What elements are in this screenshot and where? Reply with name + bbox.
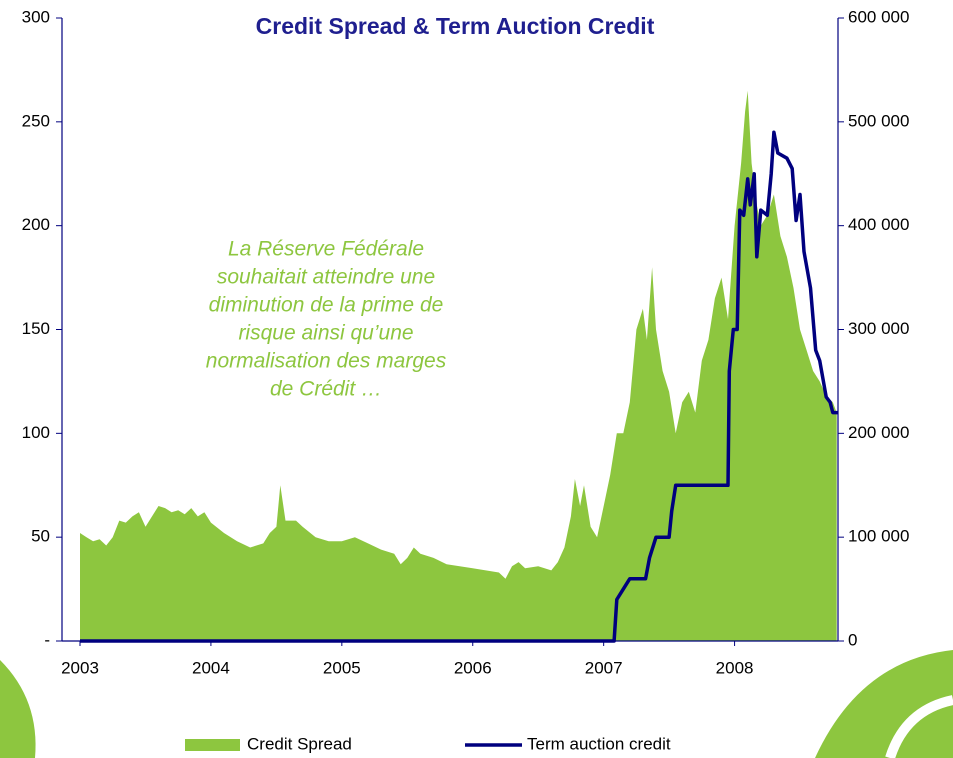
y-tick-label: 200 bbox=[22, 215, 50, 234]
y2-tick-label: 600 000 bbox=[848, 7, 909, 26]
annotation: diminution de la prime de bbox=[209, 294, 444, 317]
x-tick-label: 2008 bbox=[716, 658, 754, 677]
legend-label: Term auction credit bbox=[527, 734, 671, 753]
page: {"chart_data": {"type": "area-line", "ti… bbox=[0, 0, 953, 758]
legend-label: Credit Spread bbox=[247, 734, 352, 753]
x-tick-label: 2004 bbox=[192, 658, 230, 677]
x-tick-label: 2005 bbox=[323, 658, 361, 677]
y2-tick-label: 400 000 bbox=[848, 215, 909, 234]
annotation: La Réserve Fédérale bbox=[228, 238, 424, 261]
annotation: souhaitait atteindre une bbox=[217, 266, 435, 289]
y-tick-label: - bbox=[44, 630, 50, 649]
y-tick-label: 150 bbox=[22, 319, 50, 338]
y-tick-label: 300 bbox=[22, 7, 50, 26]
decoration bbox=[0, 660, 36, 758]
y2-tick-label: 200 000 bbox=[848, 423, 909, 442]
y-tick-label: 50 bbox=[31, 527, 50, 546]
y2-tick-label: 500 000 bbox=[848, 111, 909, 130]
y-tick-label: 100 bbox=[22, 423, 50, 442]
annotation: de Crédit … bbox=[270, 378, 382, 401]
x-tick-label: 2006 bbox=[454, 658, 492, 677]
y2-tick-label: 0 bbox=[848, 630, 857, 649]
chart: Credit Spread & Term Auction Credit - 50 1… bbox=[0, 0, 953, 758]
x-tick-label: 2007 bbox=[585, 658, 623, 677]
area bbox=[80, 91, 837, 641]
annotation: risque ainsi qu’une bbox=[238, 322, 413, 345]
annotation: normalisation des marges bbox=[206, 350, 447, 373]
x-tick-label: 2003 bbox=[61, 658, 99, 677]
chart-title: Credit Spread & Term Auction Credit bbox=[256, 13, 655, 39]
y2-tick-label: 300 000 bbox=[848, 319, 909, 338]
y2-tick-label: 100 000 bbox=[848, 527, 909, 546]
y-tick-label: 250 bbox=[22, 111, 50, 130]
plot-area bbox=[80, 91, 838, 641]
legend-swatch bbox=[185, 739, 240, 751]
